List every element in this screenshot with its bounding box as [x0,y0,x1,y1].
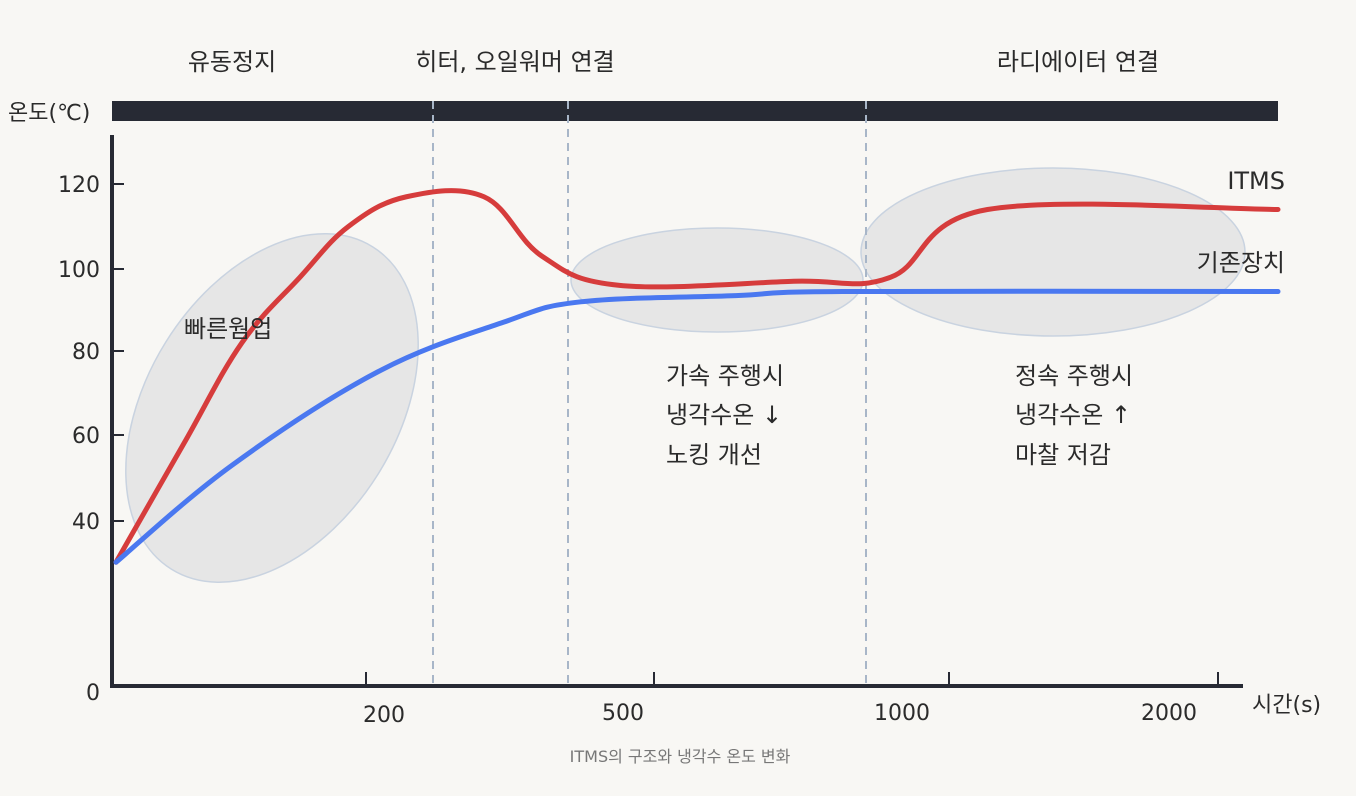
x-axis-label: 시간(s) [1252,693,1321,718]
figure-caption: ITMS의 구조와 냉각수 온도 변화 [570,747,791,766]
annotation-warmup: 빠른웜업 [184,315,272,343]
x-tick-label: 200 [363,703,405,728]
y-tick-label: 120 [58,173,100,198]
y-axis-label: 온도(℃) [8,101,90,126]
series-line-itms [113,188,1281,565]
cruise-highlight [860,167,1246,337]
legend-label-itms: ITMS [1227,167,1285,195]
y-tick-label: 100 [58,258,100,283]
y-tick-label: 80 [72,340,100,365]
annotation-cruise-line: 정속 주행시 [1015,362,1133,390]
annotation-cruise-line: 냉각수온 ↑ [1015,401,1131,429]
x-tick-label: 2000 [1141,701,1197,726]
series-line-existing-device [113,288,1281,565]
temperature-band [112,101,1278,121]
accel-highlight [570,227,864,333]
legend-label-existing-device: 기존장치 [1197,249,1285,277]
x-tick-label: 1000 [874,701,930,726]
annotation-accel-line: 노킹 개선 [666,441,762,469]
y-tick-label: 60 [72,424,100,449]
phase-label: 유동정지 [188,48,276,76]
x-tick-label: 500 [602,701,644,726]
phase-label: 히터, 오일워머 연결 [415,48,615,76]
annotation-accel-line: 가속 주행시 [666,362,784,390]
annotation-cruise-line: 마찰 저감 [1015,441,1111,469]
phase-label: 라디에이터 연결 [997,48,1159,76]
warmup-highlight [125,233,419,583]
y-tick-label: 0 [86,681,100,706]
y-tick-label: 40 [72,510,100,535]
annotation-accel-line: 냉각수온 ↓ [666,401,782,429]
